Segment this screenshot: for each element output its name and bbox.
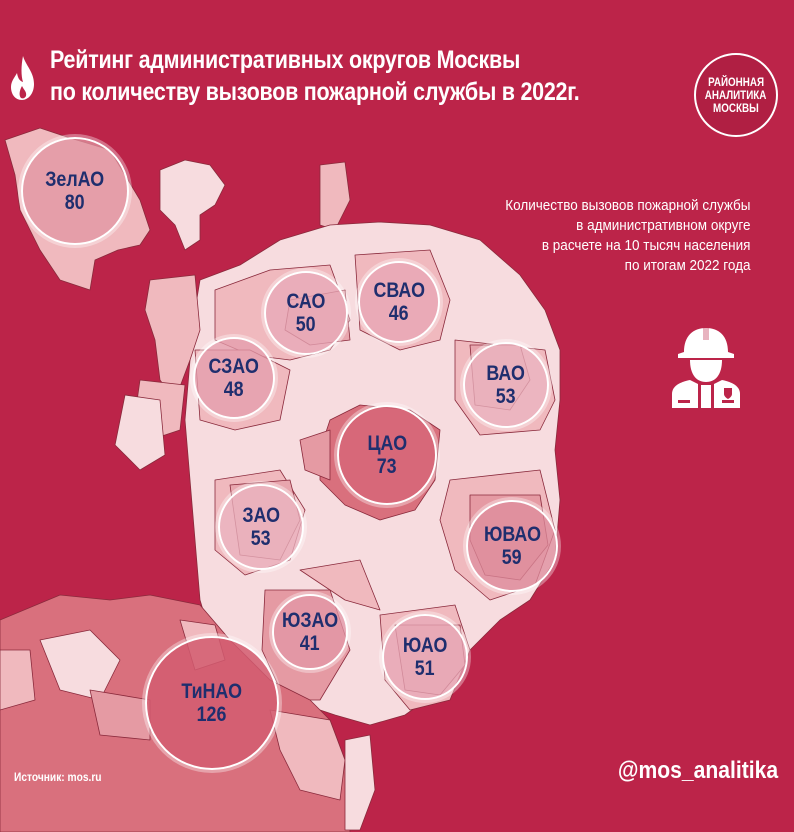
district-name: ЗелАО: [45, 168, 105, 191]
district-value: 50: [296, 313, 316, 336]
district-bubble-tinao: ТиНАО 126: [145, 636, 279, 770]
district-bubble-svao: СВАО 46: [358, 261, 440, 343]
district-value: 73: [377, 455, 397, 478]
legend-line-4: по итогам 2022 года: [624, 257, 750, 274]
district-bubble-yuzao: ЮЗАО 41: [272, 594, 348, 670]
district-bubble-szao: СЗАО 48: [193, 337, 275, 419]
district-bubble-vao: ВАО 53: [463, 342, 549, 428]
legend-line-2: в административном округе: [575, 217, 750, 234]
district-bubble-yuvao: ЮВАО 59: [466, 500, 558, 592]
logo-line-2: АНАЛИТИКА: [705, 87, 767, 102]
district-name: СВАО: [373, 279, 425, 302]
district-name: ЮВАО: [483, 523, 541, 546]
district-name: ЮАО: [402, 634, 448, 657]
logo-line-1: РАЙОННАЯ: [708, 74, 764, 89]
district-value: 51: [415, 657, 435, 680]
social-handle: @mos_analitika: [617, 757, 778, 784]
district-bubble-sao: САО 50: [264, 271, 348, 355]
district-value: 53: [251, 527, 271, 550]
district-value: 46: [389, 302, 409, 325]
title-line-1: Рейтинг административных округов Москвы: [50, 46, 521, 74]
district-bubble-zao: ЗАО 53: [218, 484, 304, 570]
district-name: ЮЗАО: [281, 609, 339, 632]
legend-line-3: в расчете на 10 тысяч населения: [541, 237, 750, 254]
district-value: 126: [197, 703, 227, 726]
logo-line-3: МОСКВЫ: [713, 100, 759, 115]
flame-icon: [11, 56, 34, 100]
district-name: САО: [286, 290, 326, 313]
district-value: 53: [496, 385, 516, 408]
district-value: 48: [224, 378, 244, 401]
district-bubble-zelao: ЗелАО 80: [21, 137, 129, 245]
district-name: ВАО: [486, 362, 526, 385]
page-title: Рейтинг административных округов Москвы …: [50, 44, 580, 108]
logo-badge: РАЙОННАЯ АНАЛИТИКА МОСКВЫ: [694, 53, 778, 137]
firefighter-icon: [672, 326, 740, 408]
district-name: ТиНАО: [181, 680, 243, 703]
district-bubble-yuao: ЮАО 51: [382, 614, 468, 700]
title-line-2: по количеству вызовов пожарной службы в …: [50, 78, 580, 106]
district-name: СЗАО: [208, 355, 260, 378]
district-name: ЗАО: [242, 504, 280, 527]
district-name: ЦАО: [367, 432, 407, 455]
legend-line-1: Количество вызовов пожарной службы: [504, 197, 750, 214]
source-credit: Источник: mos.ru: [14, 770, 102, 784]
district-value: 59: [502, 546, 522, 569]
district-bubble-cao: ЦАО 73: [337, 405, 437, 505]
district-value: 41: [300, 632, 320, 655]
legend-description: Количество вызовов пожарной службы в адм…: [505, 196, 750, 276]
district-value: 80: [65, 191, 85, 214]
